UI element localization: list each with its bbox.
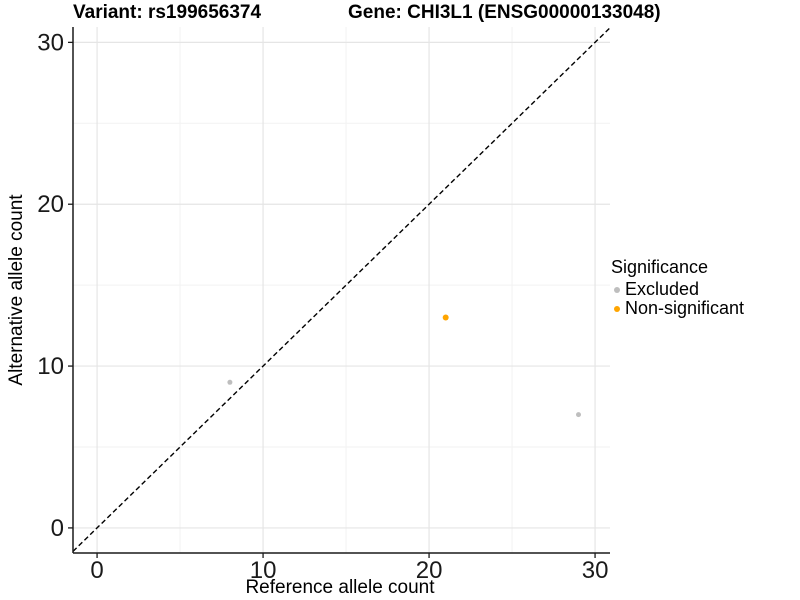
y-tick-label: 30 xyxy=(37,29,64,56)
legend-title: Significance xyxy=(611,257,709,277)
legend-item-excluded: Excluded xyxy=(611,279,744,299)
x-tick-label: 10 xyxy=(250,557,277,584)
legend-swatch-non-significant-icon xyxy=(614,305,620,312)
y-tick-label: 10 xyxy=(37,353,64,380)
plot-title-gene: Gene: CHI3L1 (ENSG00000133048) xyxy=(348,2,661,23)
x-tick-label: 20 xyxy=(416,557,443,584)
legend: Significance Excluded Non-significant xyxy=(611,257,744,318)
identity-line xyxy=(72,27,611,552)
y-tick-label: 20 xyxy=(37,191,64,218)
plot-title-variant: Variant: rs199656374 xyxy=(73,2,262,23)
y-axis-title: Alternative allele count xyxy=(6,194,27,386)
legend-label-excluded: Excluded xyxy=(625,279,700,299)
data-point-excluded xyxy=(227,379,233,385)
y-tick-label: 0 xyxy=(51,515,64,542)
x-axis-title: Reference allele count xyxy=(245,577,435,598)
legend-label-non-significant: Non-significant xyxy=(625,298,745,318)
x-tick-label: 0 xyxy=(90,557,103,584)
data-point-excluded xyxy=(576,412,581,418)
legend-swatch-excluded-icon xyxy=(614,286,620,293)
data-point-non-significant xyxy=(442,314,449,321)
x-tick-label: 30 xyxy=(582,557,609,584)
legend-item-non-significant: Non-significant xyxy=(611,298,745,318)
